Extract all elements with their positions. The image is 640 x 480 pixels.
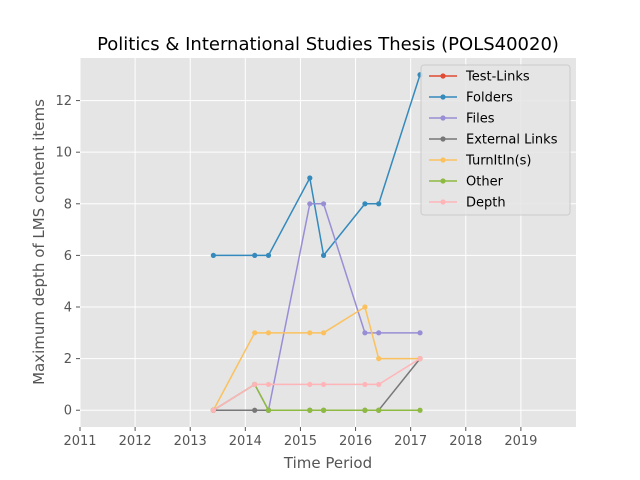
data-point-depth [320,381,327,388]
data-point-other [376,407,382,413]
data-point-folders [265,252,272,259]
data-point-files [307,201,313,207]
x-tick-label: 2017 [394,434,427,449]
x-axis-label: Time Period [283,454,372,472]
x-tick-label: 2015 [284,434,317,449]
legend-label: Depth [466,196,506,211]
legend: Test-Links Folders Files External Links Turn… [420,64,571,216]
chart-title: Politics & International Studies Thesis … [97,34,559,55]
data-point-folders [376,201,382,207]
legend-item: Test-Links [429,70,530,85]
legend-marker [440,157,446,163]
legend-item: TurnItIn(s) [429,154,531,169]
y-tick-label: 12 [55,94,72,109]
legend-item: Folders [429,91,513,106]
legend-item: Depth [429,196,506,211]
x-tick-label: 2011 [63,434,96,449]
data-point-folders [252,252,258,259]
data-point-other [320,407,327,413]
data-point-folders [210,252,216,259]
series-folders [210,72,423,259]
legend-label: Other [466,175,504,190]
data-point-other [417,407,423,413]
legend-label: Test-Links [465,70,530,85]
data-point-files [417,330,423,336]
data-point-depth [307,381,313,388]
data-point-other [307,407,313,413]
data-point-external-links [252,407,258,413]
legend-label: External Links [466,133,558,148]
y-axis-label: Maximum depth of LMS content items [30,99,48,385]
legend-marker [440,178,446,184]
x-tick-label: 2013 [174,434,207,449]
data-point-folders [307,175,313,181]
x-tick-label: 2018 [449,434,482,449]
data-point-depth [210,407,216,413]
data-point-turnitin-s [376,356,382,362]
y-axis-ticks: 0 2 4 6 8 10 12 [55,94,80,419]
legend-marker [440,199,446,205]
x-axis-ticks: 2011 2012 2013 2014 2015 2016 2017 2018 2019 [63,427,537,449]
legend-box [420,64,571,216]
legend-marker [440,73,446,79]
data-point-folders [362,201,368,207]
legend-marker [440,94,446,100]
series-depth [210,356,423,413]
series-layer [210,72,423,413]
data-point-folders [320,252,327,259]
y-tick-label: 2 [64,352,72,367]
legend-item: External Links [429,133,558,148]
data-point-depth [376,381,382,388]
legend-marker [440,115,446,121]
x-tick-label: 2019 [504,434,537,449]
legend-label: TurnItIn(s) [465,154,531,169]
data-point-turnitin-s [252,330,258,336]
legend-label: Folders [466,91,513,106]
data-point-other [362,407,368,413]
data-point-depth [252,381,258,388]
data-point-turnitin-s [265,330,272,336]
data-point-turnitin-s [320,330,327,336]
legend-item: Other [429,175,504,190]
y-tick-label: 8 [64,197,72,212]
data-point-other [265,407,272,413]
y-tick-label: 0 [64,404,72,419]
legend-label: Files [466,112,495,127]
data-point-files [320,201,327,207]
data-point-depth [362,381,368,388]
data-point-turnitin-s [307,330,313,336]
data-point-turnitin-s [362,304,368,310]
y-tick-label: 6 [64,249,72,264]
x-tick-label: 2014 [229,434,262,449]
y-tick-label: 10 [55,146,72,161]
x-tick-label: 2016 [339,434,372,449]
legend-marker [440,136,446,142]
x-tick-label: 2012 [119,434,152,449]
data-point-depth [417,356,423,362]
data-point-depth [265,381,272,388]
data-point-files [376,330,382,336]
legend-item: Files [429,112,495,127]
data-point-files [362,330,368,336]
y-tick-label: 4 [64,301,72,316]
